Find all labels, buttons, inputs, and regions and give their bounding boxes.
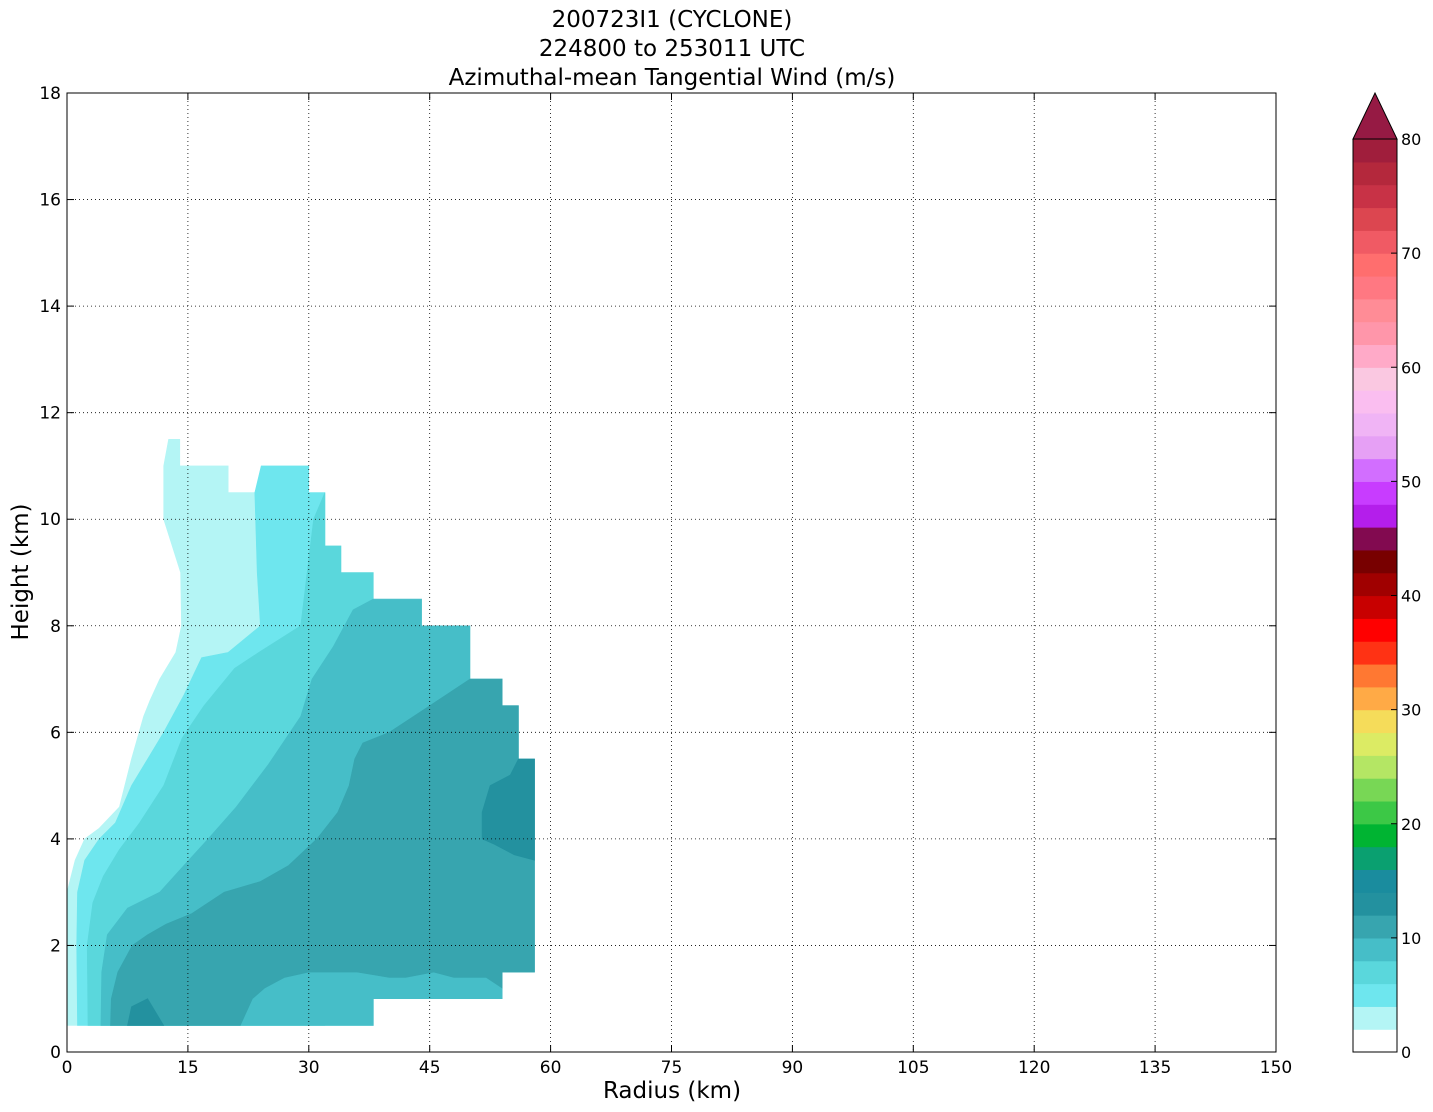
colorbar-swatch-40 bbox=[1353, 572, 1397, 597]
x-tick-label: 45 bbox=[419, 1058, 441, 1078]
x-tick-label: 30 bbox=[298, 1058, 320, 1078]
colorbar-tick-label: 70 bbox=[1401, 244, 1421, 263]
colorbar-swatch-60 bbox=[1353, 344, 1397, 368]
colorbar-swatch-68 bbox=[1353, 253, 1397, 277]
colorbar-tick-label: 30 bbox=[1401, 701, 1421, 720]
colorbar-swatch-54 bbox=[1353, 412, 1397, 437]
y-axis: 0 2 4 6 8 10 12 14 16 18 bbox=[39, 84, 1276, 1063]
title-line-2: 224800 to 253011 UTC bbox=[538, 36, 806, 62]
y-tick-label: 12 bbox=[39, 404, 61, 424]
x-tick-label: 75 bbox=[661, 1058, 683, 1078]
colorbar-swatch-0 bbox=[1353, 1029, 1397, 1053]
colorbar-swatch-70 bbox=[1353, 230, 1397, 254]
colorbar-swatch-22 bbox=[1353, 778, 1397, 802]
y-tick-label: 8 bbox=[50, 617, 61, 637]
grid-lines bbox=[67, 93, 1276, 1052]
colorbar-swatch-12 bbox=[1353, 892, 1397, 916]
colorbar-swatch-16 bbox=[1353, 846, 1397, 870]
x-tick-label: 90 bbox=[782, 1058, 804, 1078]
colorbar-swatch-72 bbox=[1353, 207, 1397, 231]
y-tick-label: 14 bbox=[39, 297, 61, 317]
x-tick-label: 0 bbox=[62, 1058, 73, 1078]
colorbar-swatch-8 bbox=[1353, 937, 1397, 962]
colorbar-swatch-62 bbox=[1353, 321, 1397, 346]
colorbar-swatch-46 bbox=[1353, 504, 1397, 528]
colorbar-swatch-6 bbox=[1353, 960, 1397, 985]
colorbar-swatch-64 bbox=[1353, 298, 1397, 323]
colorbar-swatch-42 bbox=[1353, 549, 1397, 574]
x-axis: 0 15 30 45 60 75 90 105 120 135 150 bbox=[62, 93, 1292, 1078]
colorbar-tick-label: 60 bbox=[1401, 358, 1421, 377]
colorbar-swatch-66 bbox=[1353, 275, 1397, 300]
colorbar-swatch-78 bbox=[1353, 139, 1397, 163]
colorbar-swatch-28 bbox=[1353, 709, 1397, 734]
colorbar-swatch-76 bbox=[1353, 161, 1397, 186]
x-axis-label: Radius (km) bbox=[603, 1078, 741, 1104]
contour-fills bbox=[67, 438, 535, 1026]
colorbar-swatch-58 bbox=[1353, 367, 1397, 391]
colorbar-tick-label: 10 bbox=[1401, 929, 1421, 948]
x-tick-label: 135 bbox=[1139, 1058, 1171, 1078]
colorbar-swatch-52 bbox=[1353, 435, 1397, 460]
y-axis-label: Height (km) bbox=[8, 503, 34, 640]
colorbar-swatch-26 bbox=[1353, 732, 1397, 756]
colorbar-swatch-74 bbox=[1353, 184, 1397, 209]
title-line-1: 200723I1 (CYCLONE) bbox=[551, 7, 793, 33]
x-tick-label: 60 bbox=[540, 1058, 562, 1078]
contour-fill-12-14-6 bbox=[481, 758, 535, 861]
title-line-3: Azimuthal-mean Tangential Wind (m/s) bbox=[448, 65, 896, 91]
colorbar: 0 10 20 30 40 50 60 70 80 bbox=[1352, 91, 1421, 1062]
colorbar-tick-label: 80 bbox=[1401, 130, 1421, 149]
y-tick-label: 18 bbox=[39, 84, 61, 104]
colorbar-swatch-24 bbox=[1353, 755, 1397, 779]
colorbar-tick-label: 0 bbox=[1401, 1043, 1411, 1062]
colorbar-swatch-18 bbox=[1353, 823, 1397, 848]
x-tick-label: 105 bbox=[897, 1058, 929, 1078]
colorbar-swatch-32 bbox=[1353, 663, 1397, 688]
y-tick-label: 16 bbox=[39, 191, 61, 211]
contour-fill-12-14-5 bbox=[127, 998, 165, 1026]
y-tick-label: 4 bbox=[50, 830, 61, 850]
colorbar-swatch-48 bbox=[1353, 481, 1397, 505]
y-tick-label: 0 bbox=[50, 1043, 61, 1063]
colorbar-swatch-2 bbox=[1353, 1006, 1397, 1030]
colorbar-tick-label: 50 bbox=[1401, 472, 1421, 491]
colorbar-swatch-4 bbox=[1353, 983, 1397, 1007]
colorbar-swatch-10 bbox=[1353, 915, 1397, 939]
y-tick-label: 10 bbox=[39, 510, 61, 530]
contour-fill-10-12-4 bbox=[110, 678, 535, 1026]
colorbar-extend-arrow bbox=[1352, 91, 1398, 140]
x-tick-label: 15 bbox=[177, 1058, 199, 1078]
colorbar-tick-label: 20 bbox=[1401, 815, 1421, 834]
x-tick-label: 150 bbox=[1260, 1058, 1292, 1078]
colorbar-swatch-44 bbox=[1353, 527, 1397, 551]
y-tick-label: 6 bbox=[50, 723, 61, 743]
colorbar-swatch-50 bbox=[1353, 458, 1397, 482]
colorbar-swatch-38 bbox=[1353, 595, 1397, 619]
colorbar-tick-label: 40 bbox=[1401, 587, 1421, 606]
colorbar-swatch-30 bbox=[1353, 686, 1397, 711]
colorbar-swatch-34 bbox=[1353, 641, 1397, 665]
colorbar-swatch-14 bbox=[1353, 869, 1397, 893]
y-tick-label: 2 bbox=[50, 936, 61, 956]
x-tick-label: 120 bbox=[1018, 1058, 1050, 1078]
colorbar-swatch-20 bbox=[1353, 800, 1397, 825]
colorbar-swatch-36 bbox=[1353, 618, 1397, 642]
colorbar-swatch-56 bbox=[1353, 390, 1397, 414]
